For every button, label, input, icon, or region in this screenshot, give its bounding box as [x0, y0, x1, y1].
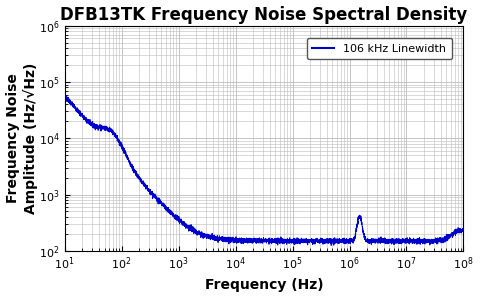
Title: DFB13TK Frequency Noise Spectral Density: DFB13TK Frequency Noise Spectral Density	[60, 6, 468, 24]
X-axis label: Frequency (Hz): Frequency (Hz)	[205, 278, 324, 292]
Legend: 106 kHz Linewidth: 106 kHz Linewidth	[307, 38, 452, 59]
Y-axis label: Frequency Noise
Amplitude (Hz/√Hz): Frequency Noise Amplitude (Hz/√Hz)	[6, 63, 37, 214]
Text: THORLABS: THORLABS	[338, 48, 392, 57]
